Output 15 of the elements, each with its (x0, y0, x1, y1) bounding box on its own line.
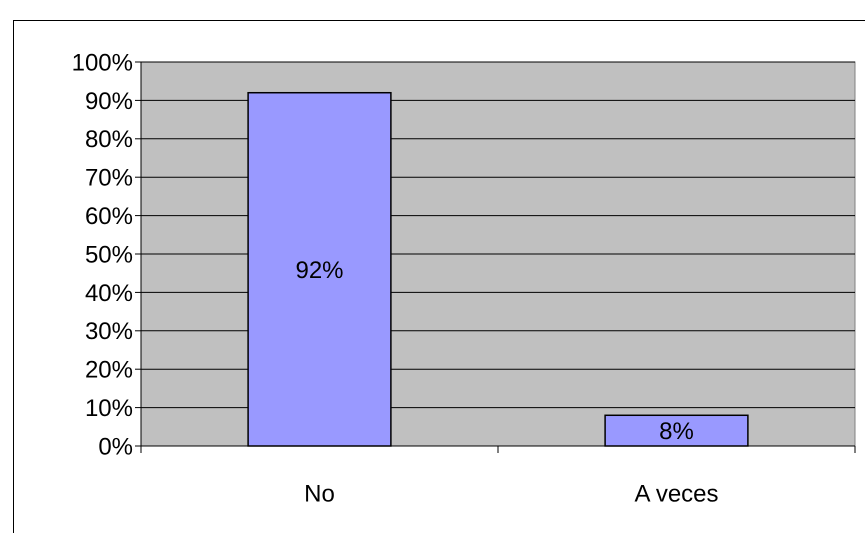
y-tick-label: 90% (84, 88, 133, 115)
y-tick-label: 20% (84, 356, 133, 384)
y-tick-label: 30% (84, 318, 133, 346)
y-tick-label: 70% (84, 164, 133, 192)
data-label: 8% (659, 418, 694, 446)
y-tick-label: 40% (84, 280, 133, 307)
x-tick-label: A veces (634, 480, 719, 508)
y-tick-label: 10% (84, 395, 133, 422)
y-tick-label: 50% (84, 241, 133, 268)
x-tick-label: No (304, 480, 335, 508)
data-label: 92% (295, 256, 344, 284)
y-tick-label: 80% (84, 126, 133, 154)
y-tick-label: 60% (84, 203, 133, 230)
y-tick-label: 100% (72, 49, 133, 76)
y-tick-label: 0% (98, 433, 133, 460)
